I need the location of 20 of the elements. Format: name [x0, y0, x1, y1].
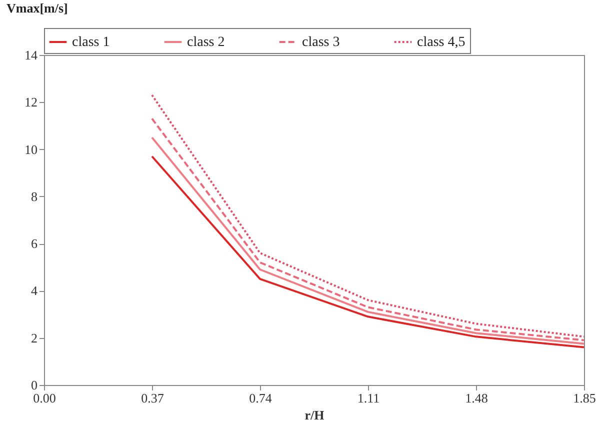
x-tick-label: 0.00 — [33, 390, 56, 406]
legend-label: class 1 — [72, 35, 110, 50]
y-tick-label: 8 — [31, 188, 38, 204]
y-tick-label: 10 — [24, 142, 38, 157]
x-tick-label: 0.37 — [141, 390, 164, 406]
x-tick-label: 1.11 — [357, 390, 380, 406]
y-tick-label: 4 — [31, 283, 38, 298]
y-tick-label: 0 — [31, 378, 38, 392]
y-tick-label: 6 — [31, 236, 38, 252]
x-tick-label: 1.48 — [465, 390, 488, 406]
legend-label: class 4,5 — [417, 35, 466, 50]
legend-label: class 2 — [187, 35, 225, 50]
y-axis-title: Vmax[m/s] — [6, 0, 68, 16]
legend-label: class 3 — [302, 35, 340, 50]
x-tick-label: 0.74 — [249, 390, 272, 406]
y-tick-label: 14 — [24, 48, 38, 62]
x-tick-label: 1.85 — [573, 390, 596, 406]
y-tick-label: 2 — [31, 330, 38, 346]
x-axis-title: r/H — [304, 408, 324, 422]
y-tick-label: 12 — [24, 94, 38, 110]
